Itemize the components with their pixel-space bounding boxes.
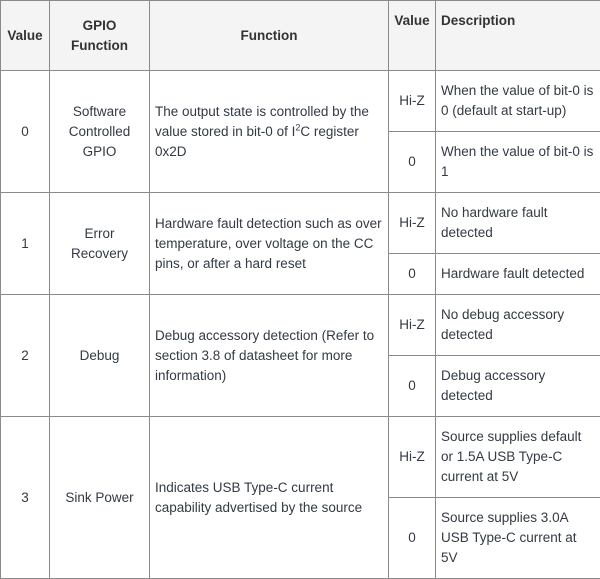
state-description: Source supplies default or 1.5A USB Type… (436, 417, 600, 498)
row-value: 0 (1, 71, 50, 193)
state-description: No debug accessory detected (436, 295, 600, 356)
row-gpio-function: Software Controlled GPIO (50, 71, 150, 193)
row-function: Debug accessory detection (Refer to sect… (150, 295, 389, 417)
header-value: Value (1, 1, 50, 71)
state-description: Debug accessory detected (436, 356, 600, 417)
row-function: Indicates USB Type-C current capability … (150, 417, 389, 579)
state-value: 0 (389, 132, 436, 193)
row-value: 2 (1, 295, 50, 417)
row-gpio-function: Debug (50, 295, 150, 417)
state-value: Hi-Z (389, 417, 436, 498)
state-value: Hi-Z (389, 295, 436, 356)
state-value: 0 (389, 498, 436, 579)
table-header-row: Value GPIO Function Function Value Descr… (1, 1, 600, 71)
row-gpio-function: Error Recovery (50, 193, 150, 295)
state-description: When the value of bit-0 is 0 (default at… (436, 71, 600, 132)
state-value: 0 (389, 254, 436, 295)
state-description: When the value of bit-0 is 1 (436, 132, 600, 193)
row-value: 3 (1, 417, 50, 579)
state-value: Hi-Z (389, 71, 436, 132)
state-value: 0 (389, 356, 436, 417)
table-row: 2 Debug Debug accessory detection (Refer… (1, 295, 600, 356)
row-function: The output state is controlled by the va… (150, 71, 389, 193)
row-gpio-function: Sink Power (50, 417, 150, 579)
header-state-value: Value (389, 1, 436, 71)
header-description: Description (436, 1, 600, 71)
row-value: 1 (1, 193, 50, 295)
state-value: Hi-Z (389, 193, 436, 254)
table-row: 1 Error Recovery Hardware fault detectio… (1, 193, 600, 254)
table-row: 0 Software Controlled GPIO The output st… (1, 71, 600, 132)
table-row: 3 Sink Power Indicates USB Type-C curren… (1, 417, 600, 498)
header-function: Function (150, 1, 389, 71)
row-function: Hardware fault detection such as over te… (150, 193, 389, 295)
state-description: No hardware fault detected (436, 193, 600, 254)
header-gpio-function: GPIO Function (50, 1, 150, 71)
state-description: Source supplies 3.0A USB Type-C current … (436, 498, 600, 579)
state-description: Hardware fault detected (436, 254, 600, 295)
